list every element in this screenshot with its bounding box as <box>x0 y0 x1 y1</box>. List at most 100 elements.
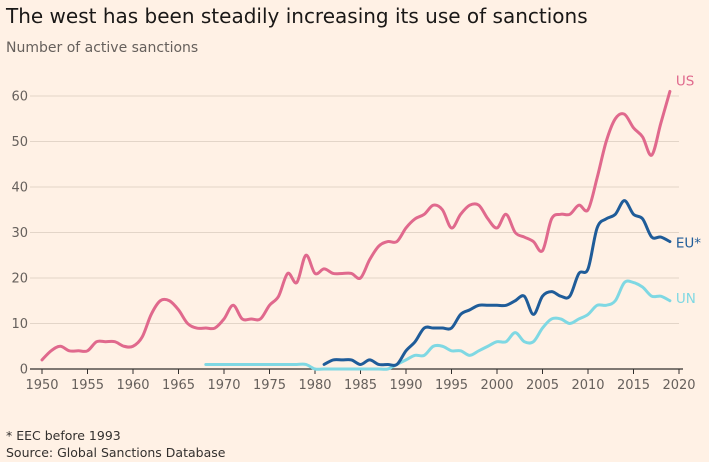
data-point-un-1997 <box>468 354 471 357</box>
series-label-us: US <box>676 73 694 89</box>
data-point-un-1973 <box>250 363 253 366</box>
data-point-eu-1991 <box>414 340 417 343</box>
data-point-eu-2012 <box>605 217 608 220</box>
data-point-un-2008 <box>568 322 571 325</box>
data-point-eu-2005 <box>541 295 544 298</box>
data-point-us-1973 <box>250 317 253 320</box>
series-line-us <box>40 89 672 362</box>
x-tick-label-1990: 1990 <box>389 378 422 393</box>
data-point-us-1950 <box>41 358 44 361</box>
data-point-un-1992 <box>423 354 426 357</box>
data-point-us-2002 <box>514 231 517 234</box>
data-point-un-2002 <box>514 331 517 334</box>
data-point-us-1996 <box>459 213 462 216</box>
data-point-us-1970 <box>223 317 226 320</box>
data-point-us-1966 <box>186 322 189 325</box>
data-point-us-1963 <box>159 299 162 302</box>
data-point-un-1972 <box>241 363 244 366</box>
data-point-un-2011 <box>596 304 599 307</box>
data-point-eu-1984 <box>350 358 353 361</box>
data-point-un-1982 <box>332 368 335 371</box>
data-point-us-1971 <box>232 304 235 307</box>
data-point-us-1972 <box>241 317 244 320</box>
y-tick-label-50: 50 <box>11 135 28 150</box>
data-point-us-1985 <box>359 277 362 280</box>
x-tick-label-1985: 1985 <box>344 378 377 393</box>
data-point-eu-2016 <box>641 217 644 220</box>
data-point-us-1988 <box>386 240 389 243</box>
data-point-un-2010 <box>587 313 590 316</box>
data-point-un-1976 <box>277 363 280 366</box>
data-point-un-1998 <box>477 349 480 352</box>
data-point-us-1960 <box>132 345 135 348</box>
data-point-us-1957 <box>104 340 107 343</box>
data-point-eu-1986 <box>368 358 371 361</box>
data-point-eu-1987 <box>377 363 380 366</box>
data-point-un-1971 <box>232 363 235 366</box>
data-point-un-1980 <box>314 368 317 371</box>
data-point-us-1961 <box>141 336 144 339</box>
data-point-un-1970 <box>223 363 226 366</box>
data-point-un-1977 <box>286 363 289 366</box>
y-tick-label-10: 10 <box>11 317 28 332</box>
data-point-us-2003 <box>523 236 526 239</box>
data-point-eu-2008 <box>568 295 571 298</box>
data-point-us-2013 <box>614 117 617 120</box>
data-point-un-2014 <box>623 281 626 284</box>
data-point-un-1968 <box>204 363 207 366</box>
data-point-eu-2015 <box>632 213 635 216</box>
data-point-us-1965 <box>177 308 180 311</box>
data-point-un-2007 <box>559 317 562 320</box>
data-point-eu-1995 <box>450 327 453 330</box>
data-point-us-1976 <box>277 295 280 298</box>
data-point-un-2018 <box>659 295 662 298</box>
x-tick-label-1995: 1995 <box>435 378 468 393</box>
data-point-us-2015 <box>632 126 635 129</box>
data-point-un-1991 <box>414 354 417 357</box>
data-point-eu-2018 <box>659 236 662 239</box>
data-point-us-1998 <box>477 204 480 207</box>
x-tick-label-2015: 2015 <box>617 378 650 393</box>
data-point-un-1986 <box>368 368 371 371</box>
data-point-us-1954 <box>77 349 80 352</box>
data-point-un-1999 <box>486 345 489 348</box>
data-point-us-2018 <box>659 122 662 125</box>
data-point-us-1994 <box>441 208 444 211</box>
data-point-eu-1998 <box>477 304 480 307</box>
x-tick-label-1980: 1980 <box>298 378 331 393</box>
y-tick-label-40: 40 <box>11 181 28 196</box>
data-point-us-2005 <box>541 249 544 252</box>
x-tick-label-2010: 2010 <box>571 378 604 393</box>
data-point-us-1990 <box>405 226 408 229</box>
x-tick-label-1970: 1970 <box>207 378 240 393</box>
data-point-eu-1999 <box>486 304 489 307</box>
data-point-eu-2000 <box>496 304 499 307</box>
data-point-us-1980 <box>314 272 317 275</box>
data-point-us-1981 <box>323 267 326 270</box>
data-point-eu-1992 <box>423 327 426 330</box>
data-point-us-1964 <box>168 299 171 302</box>
data-point-un-1984 <box>350 368 353 371</box>
data-point-un-2001 <box>505 340 508 343</box>
y-tick-label-30: 30 <box>11 226 28 241</box>
y-tick-label-0: 0 <box>20 363 28 378</box>
data-point-eu-2009 <box>577 272 580 275</box>
data-point-un-2016 <box>641 286 644 289</box>
data-point-un-2006 <box>550 317 553 320</box>
data-point-us-2016 <box>641 135 644 138</box>
data-point-us-2000 <box>496 226 499 229</box>
x-tick-label-2005: 2005 <box>526 378 559 393</box>
data-point-eu-2006 <box>550 290 553 293</box>
data-point-us-2011 <box>596 176 599 179</box>
data-point-us-1977 <box>286 272 289 275</box>
data-point-eu-2017 <box>650 236 653 239</box>
data-point-us-1979 <box>304 254 307 257</box>
series-line-un <box>204 279 672 371</box>
data-point-un-1994 <box>441 345 444 348</box>
data-point-us-1951 <box>50 349 53 352</box>
data-point-us-2017 <box>650 154 653 157</box>
data-point-us-2010 <box>587 208 590 211</box>
x-tick-label-2000: 2000 <box>480 378 513 393</box>
data-point-us-1989 <box>395 240 398 243</box>
data-point-us-1987 <box>377 245 380 248</box>
